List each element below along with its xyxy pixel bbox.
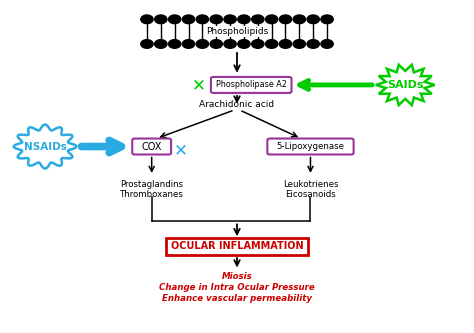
Circle shape — [141, 15, 153, 24]
Circle shape — [279, 15, 292, 24]
Text: ✕: ✕ — [174, 142, 188, 160]
Text: Miosis: Miosis — [222, 272, 252, 281]
Circle shape — [321, 40, 333, 48]
Text: SAIDs: SAIDs — [387, 80, 424, 90]
Text: OCULAR INFLAMMATION: OCULAR INFLAMMATION — [171, 241, 303, 251]
Circle shape — [265, 40, 278, 48]
Text: NSAIDs: NSAIDs — [24, 142, 66, 152]
FancyBboxPatch shape — [211, 77, 292, 93]
Text: Phospholipase A2: Phospholipase A2 — [216, 80, 287, 90]
Circle shape — [196, 15, 209, 24]
Circle shape — [265, 15, 278, 24]
FancyBboxPatch shape — [267, 139, 354, 155]
Circle shape — [321, 15, 333, 24]
Text: COX: COX — [142, 142, 162, 152]
Circle shape — [293, 40, 306, 48]
Text: Prostaglandins
Thromboxanes: Prostaglandins Thromboxanes — [120, 180, 183, 199]
Circle shape — [168, 40, 181, 48]
Circle shape — [168, 15, 181, 24]
Polygon shape — [376, 65, 435, 105]
Circle shape — [210, 15, 222, 24]
Polygon shape — [14, 125, 76, 168]
Text: Change in Intra Ocular Pressure: Change in Intra Ocular Pressure — [159, 283, 315, 292]
Circle shape — [155, 40, 167, 48]
Circle shape — [210, 40, 222, 48]
Circle shape — [252, 15, 264, 24]
Circle shape — [238, 40, 250, 48]
Circle shape — [196, 40, 209, 48]
Circle shape — [279, 40, 292, 48]
Circle shape — [293, 15, 306, 24]
Text: Arachidonic acid: Arachidonic acid — [200, 100, 274, 109]
Circle shape — [182, 40, 195, 48]
Circle shape — [224, 40, 236, 48]
Circle shape — [182, 15, 195, 24]
Circle shape — [238, 15, 250, 24]
Circle shape — [155, 15, 167, 24]
FancyBboxPatch shape — [166, 238, 308, 255]
Text: 5-Lipoxygenase: 5-Lipoxygenase — [276, 142, 345, 151]
Circle shape — [307, 15, 319, 24]
Circle shape — [224, 15, 236, 24]
Text: ✕: ✕ — [192, 76, 206, 94]
FancyBboxPatch shape — [132, 139, 171, 155]
Text: Enhance vascular permeability: Enhance vascular permeability — [162, 294, 312, 303]
Circle shape — [141, 40, 153, 48]
Circle shape — [252, 40, 264, 48]
Text: Phospholipids: Phospholipids — [206, 27, 268, 36]
Text: Leukotrienes
Eicosanoids: Leukotrienes Eicosanoids — [283, 180, 338, 199]
Circle shape — [307, 40, 319, 48]
